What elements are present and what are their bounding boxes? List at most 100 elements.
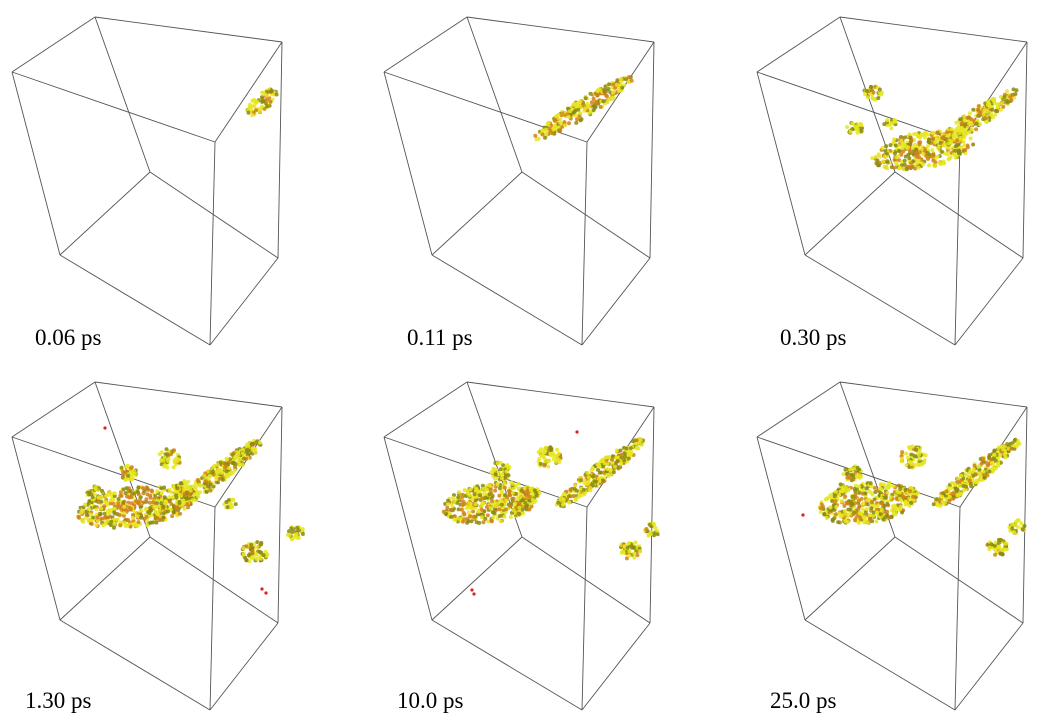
particle <box>884 166 889 171</box>
particle <box>853 483 858 488</box>
particle <box>1009 446 1014 451</box>
particle <box>495 482 500 487</box>
particle <box>1003 547 1008 552</box>
particle <box>602 461 607 466</box>
particle <box>634 446 639 451</box>
particle <box>917 456 922 461</box>
particle <box>974 127 979 132</box>
box-edge <box>431 619 583 711</box>
particle <box>481 520 486 525</box>
particle <box>614 448 619 453</box>
particle <box>518 495 523 500</box>
particle <box>254 556 259 561</box>
particle <box>122 520 127 525</box>
particle <box>246 110 251 115</box>
particle <box>953 148 957 153</box>
particle <box>574 120 579 125</box>
particle <box>226 462 231 467</box>
particle <box>938 140 943 145</box>
particle <box>220 470 224 475</box>
particle <box>886 483 891 488</box>
particle <box>240 462 245 467</box>
particle <box>171 465 176 470</box>
particle <box>122 511 127 515</box>
particle <box>644 527 649 532</box>
particle <box>143 507 148 512</box>
box-edge <box>59 619 211 711</box>
particle <box>482 492 487 496</box>
particle <box>443 501 448 506</box>
particle <box>497 486 502 491</box>
particle <box>1003 455 1008 460</box>
particle <box>525 488 530 493</box>
particle <box>105 518 110 523</box>
particle <box>847 475 852 480</box>
particle <box>249 542 254 547</box>
particle <box>601 99 606 104</box>
particle <box>1012 530 1017 535</box>
particle <box>963 148 968 152</box>
box-edge <box>1022 41 1028 259</box>
particle <box>588 485 593 490</box>
particle <box>977 122 982 127</box>
particle <box>1014 444 1019 449</box>
particle <box>877 163 881 168</box>
particle <box>123 491 128 496</box>
particle <box>112 525 116 530</box>
particle <box>188 485 193 490</box>
particle <box>625 545 630 550</box>
particle <box>906 455 910 460</box>
particle <box>262 106 267 111</box>
particle <box>159 458 164 463</box>
box-edge <box>839 381 1028 408</box>
particle <box>601 464 606 469</box>
particle <box>470 588 474 592</box>
particle <box>537 457 542 462</box>
particle <box>159 490 164 495</box>
particle <box>857 511 862 516</box>
particle <box>872 485 877 490</box>
particle <box>457 490 461 495</box>
particle <box>177 501 182 505</box>
time-label: 0.30 ps <box>780 325 847 350</box>
particle <box>934 497 939 502</box>
particle <box>456 495 461 500</box>
particle <box>529 504 534 509</box>
particle <box>247 559 252 564</box>
particle <box>591 96 596 101</box>
box-edge <box>894 171 1024 259</box>
particle <box>828 493 833 498</box>
particle <box>959 125 964 130</box>
particle <box>878 512 883 517</box>
particle <box>899 138 904 143</box>
particle <box>445 505 450 510</box>
particle <box>652 533 656 538</box>
particle <box>119 465 124 470</box>
particle <box>903 154 908 159</box>
particle <box>225 505 230 510</box>
particle <box>610 457 614 462</box>
particle <box>836 520 841 525</box>
particle <box>992 98 996 103</box>
particle <box>818 506 823 511</box>
particle <box>620 550 625 555</box>
box-edge <box>209 257 279 346</box>
box-edge <box>804 254 956 346</box>
particle <box>586 475 591 480</box>
particle <box>169 490 174 495</box>
particle <box>208 488 213 493</box>
particle <box>556 125 561 130</box>
particle <box>462 517 467 522</box>
particle <box>161 515 166 520</box>
particle <box>971 467 976 472</box>
particle <box>118 493 123 498</box>
particle <box>599 459 604 463</box>
particle <box>963 472 968 477</box>
box-edge <box>383 71 433 256</box>
particle <box>969 127 974 132</box>
particle <box>611 89 616 94</box>
particle <box>112 491 117 496</box>
particle <box>843 485 848 490</box>
particle <box>497 493 502 498</box>
particle <box>132 523 137 528</box>
